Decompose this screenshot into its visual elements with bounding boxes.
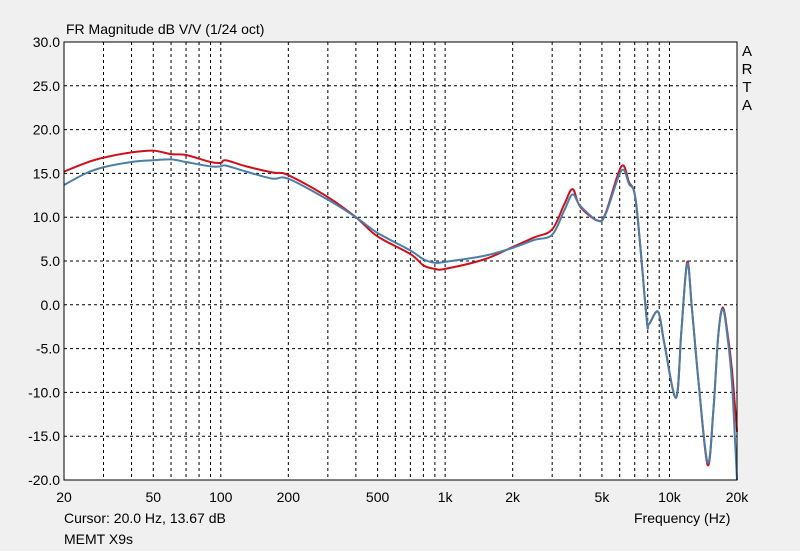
- watermark-letter: T: [742, 79, 752, 96]
- arta-watermark: A R T A: [740, 43, 754, 115]
- plot-border: [63, 41, 738, 481]
- x-tick-label: 20k: [726, 489, 750, 505]
- x-tick-label: 500: [366, 489, 390, 505]
- y-tick-label: 30.0: [33, 34, 60, 50]
- x-tick-label: 10k: [658, 489, 682, 505]
- x-axis-label: Frequency (Hz): [634, 510, 731, 526]
- x-tick-label: 5k: [595, 489, 611, 505]
- watermark-letter: R: [741, 61, 753, 78]
- x-tick-label: 50: [145, 489, 161, 505]
- y-tick-label: 25.0: [33, 78, 60, 94]
- series-line-2: [63, 158, 738, 481]
- device-name: MEMT X9s: [64, 531, 133, 547]
- y-tick-label: 15.0: [33, 165, 60, 181]
- y-tick-label: 5.0: [41, 253, 61, 269]
- y-tick-label: 20.0: [33, 122, 60, 138]
- x-tick-label: 100: [209, 489, 233, 505]
- x-tick-label: 20: [56, 489, 72, 505]
- watermark-letter: A: [741, 97, 752, 114]
- y-tick-label: -20.0: [28, 472, 60, 488]
- y-tick-label: 10.0: [33, 209, 60, 225]
- chart-title: FR Magnitude dB V/V (1/24 oct): [66, 21, 265, 37]
- watermark-letter: A: [741, 43, 752, 60]
- cursor-readout: Cursor: 20.0 Hz, 13.67 dB: [64, 510, 226, 526]
- y-tick-label: -5.0: [36, 341, 60, 357]
- x-tick-label: 200: [277, 489, 301, 505]
- y-tick-label: -10.0: [28, 384, 60, 400]
- x-tick-label: 1k: [438, 489, 454, 505]
- y-tick-label: 0.0: [41, 297, 61, 313]
- x-tick-label: 2k: [505, 489, 521, 505]
- y-tick-label: -15.0: [28, 428, 60, 444]
